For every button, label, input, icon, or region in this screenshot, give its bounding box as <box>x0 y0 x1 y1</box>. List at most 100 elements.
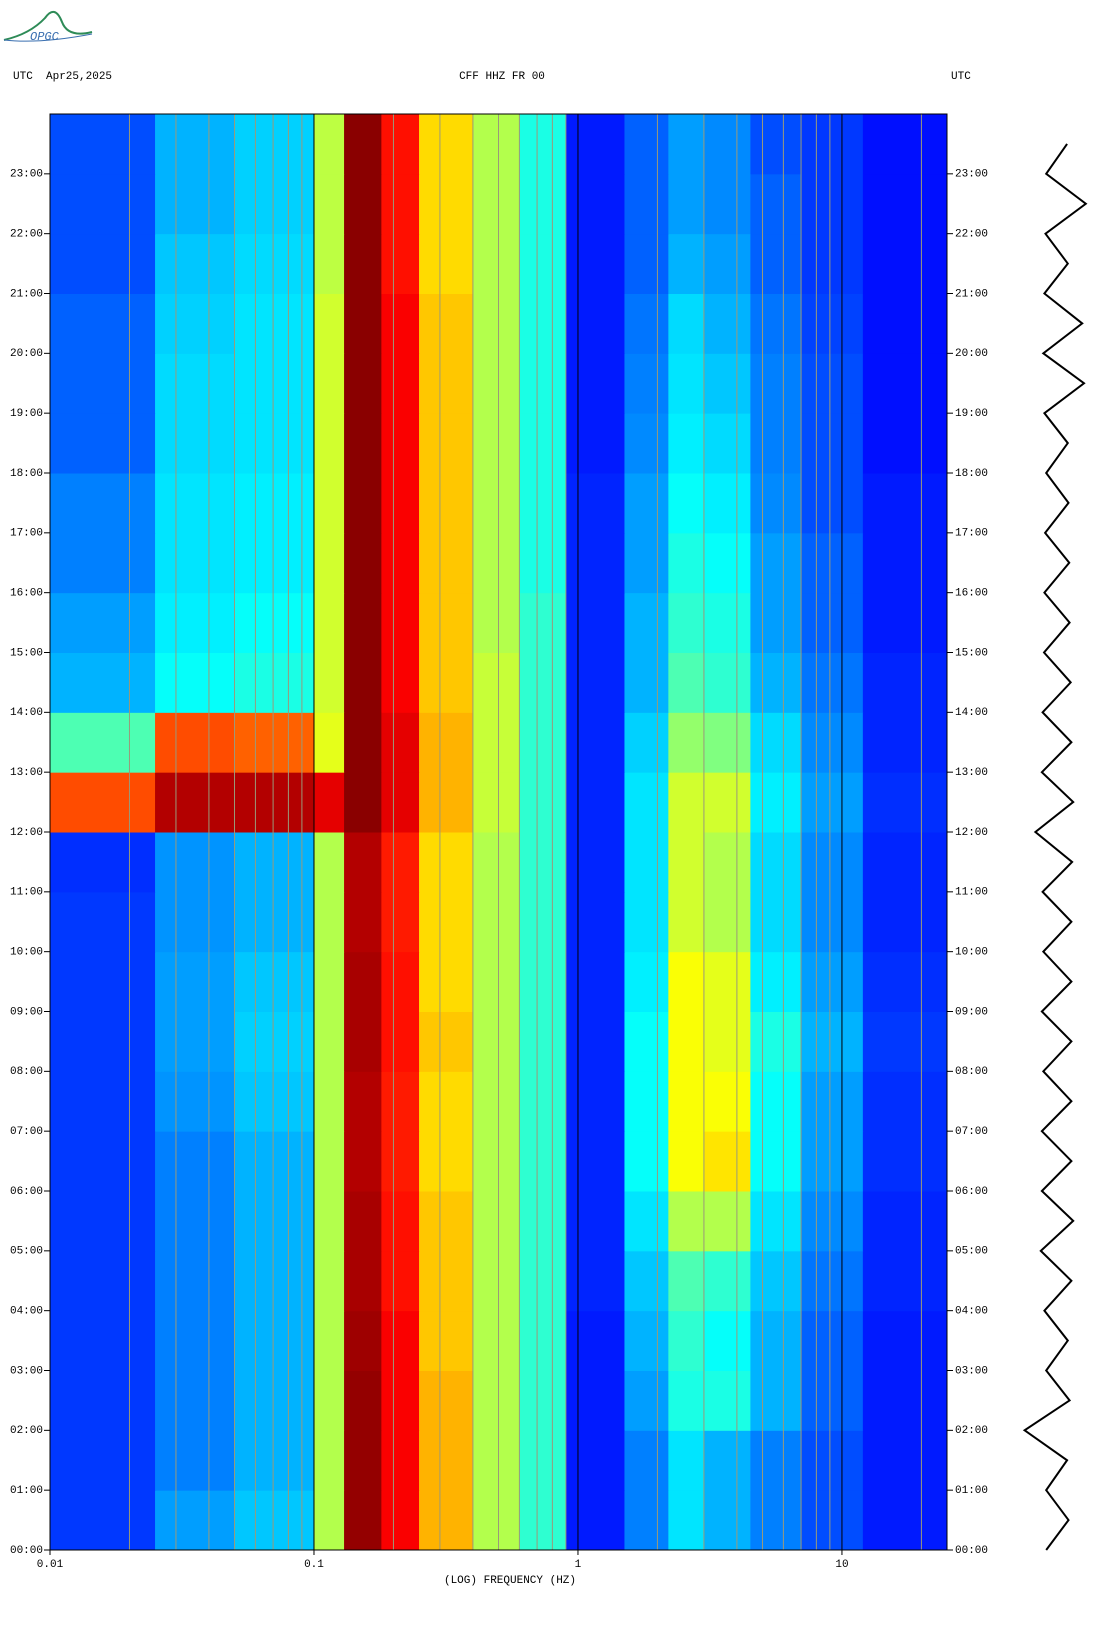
spectrogram-cell <box>50 1071 156 1132</box>
spectrogram-cell <box>234 1370 315 1431</box>
spectrogram-cell <box>565 353 625 414</box>
y-tick-label-left: 22:00 <box>10 229 43 241</box>
spectrogram-cell <box>703 652 751 713</box>
spectrogram-cell <box>519 353 567 414</box>
spectrogram-cell <box>668 353 705 414</box>
spectrogram-cell <box>519 1131 567 1192</box>
spectrogram-cell <box>313 1011 345 1072</box>
spectrogram-cell <box>624 1191 669 1252</box>
spectrogram-cell <box>750 1071 802 1132</box>
spectrogram-cell <box>381 413 420 474</box>
spectrogram-cell <box>565 473 625 534</box>
spectrogram-cell <box>381 1490 420 1551</box>
spectrogram-cell <box>313 473 345 534</box>
spectrogram-cell <box>472 951 520 1012</box>
spectrogram-cell <box>155 1011 236 1072</box>
spectrogram-cell <box>703 532 751 594</box>
spectrogram-cell <box>472 1310 520 1371</box>
spectrogram-cell <box>703 233 751 294</box>
spectrogram-cell <box>50 173 156 235</box>
spectrogram-cell <box>801 652 864 713</box>
spectrogram-cell <box>313 1310 345 1371</box>
spectrogram-cell <box>381 712 420 773</box>
spectrogram-cell <box>801 592 864 653</box>
spectrogram-cell <box>801 1131 864 1192</box>
spectrogram-cell <box>624 233 669 294</box>
spectrogram-cell <box>801 832 864 893</box>
spectrogram-cell <box>565 173 625 235</box>
spectrogram-cell <box>862 1131 948 1192</box>
spectrogram-cell <box>155 1250 236 1312</box>
spectrogram-cell <box>313 832 345 893</box>
plot-frame <box>49 113 948 1551</box>
spectrogram-cell <box>313 712 345 773</box>
spectrogram-cell <box>419 1191 474 1252</box>
spectrogram-cell <box>668 173 705 235</box>
spectrogram-cell <box>703 1370 751 1431</box>
spectrogram-cell <box>624 1490 669 1551</box>
spectrogram-cell <box>155 293 236 354</box>
spectrogram-cell <box>155 652 236 713</box>
spectrogram-cell <box>344 1310 382 1371</box>
spectrogram-cell <box>519 1250 567 1312</box>
spectrogram-cell <box>381 832 420 893</box>
spectrogram-cell <box>624 712 669 773</box>
spectrogram-cell <box>344 173 382 235</box>
spectrogram-cell <box>862 233 948 294</box>
spectrogram-cell <box>344 353 382 414</box>
spectrogram-cell <box>750 951 802 1012</box>
spectrogram-cell <box>344 592 382 653</box>
spectrogram-cell <box>50 413 156 474</box>
spectrogram-cell <box>419 1071 474 1132</box>
spectrogram-cell <box>519 772 567 833</box>
spectrogram-cell <box>862 652 948 713</box>
spectrogram-cell <box>750 233 802 294</box>
spectrogram-cell <box>565 1071 625 1132</box>
spectrogram-cell <box>750 532 802 594</box>
spectrogram-cell <box>862 832 948 893</box>
spectrogram-cell <box>668 712 705 773</box>
logo-curve <box>3 11 93 41</box>
spectrogram-cell <box>519 712 567 773</box>
spectrogram-cell <box>862 1430 948 1491</box>
spectrogram-cell <box>750 1370 802 1431</box>
spectrogram-cell <box>750 1430 802 1491</box>
y-tick-label-left: 17:00 <box>10 528 43 540</box>
spectrogram-cell <box>313 114 345 175</box>
spectrogram-cell <box>668 772 705 833</box>
spectrogram-cell <box>703 951 751 1012</box>
spectrogram-cell <box>155 712 236 773</box>
spectrogram-cell <box>419 1250 474 1312</box>
spectrogram-cell <box>801 1490 864 1551</box>
spectrogram-cell <box>381 652 420 713</box>
spectrogram-cell <box>50 652 156 713</box>
y-tick-label-left: 05:00 <box>10 1246 43 1258</box>
spectrogram-cell <box>50 712 156 773</box>
spectrogram-cell <box>50 772 156 833</box>
spectrogram-cell <box>234 1011 315 1072</box>
spectrogram-cell <box>234 233 315 294</box>
spectrogram-cell <box>801 532 864 594</box>
spectrogram-cell <box>668 1250 705 1312</box>
spectrogram-cell <box>50 1490 156 1551</box>
spectrogram-cell <box>472 473 520 534</box>
spectrogram-cell <box>750 652 802 713</box>
header-left: UTC Apr25,2025 <box>13 71 112 83</box>
spectrogram-cell <box>472 1131 520 1192</box>
spectrogram-cell <box>565 1011 625 1072</box>
spectrogram-cell <box>234 652 315 713</box>
spectrogram-cell <box>344 951 382 1012</box>
spectrogram-cell <box>519 173 567 235</box>
spectrogram-cell <box>624 1430 669 1491</box>
spectrogram-cell <box>624 592 669 653</box>
spectrogram-cell <box>703 353 751 414</box>
spectrogram-cell <box>381 1430 420 1491</box>
spectrogram-cell <box>565 532 625 594</box>
spectrogram-cell <box>419 652 474 713</box>
y-tick-label-right: 07:00 <box>955 1126 988 1138</box>
spectrogram-cell <box>519 1430 567 1491</box>
spectrogram-cell <box>703 832 751 893</box>
spectrogram-cell <box>234 532 315 594</box>
spectrogram-cell <box>50 532 156 594</box>
